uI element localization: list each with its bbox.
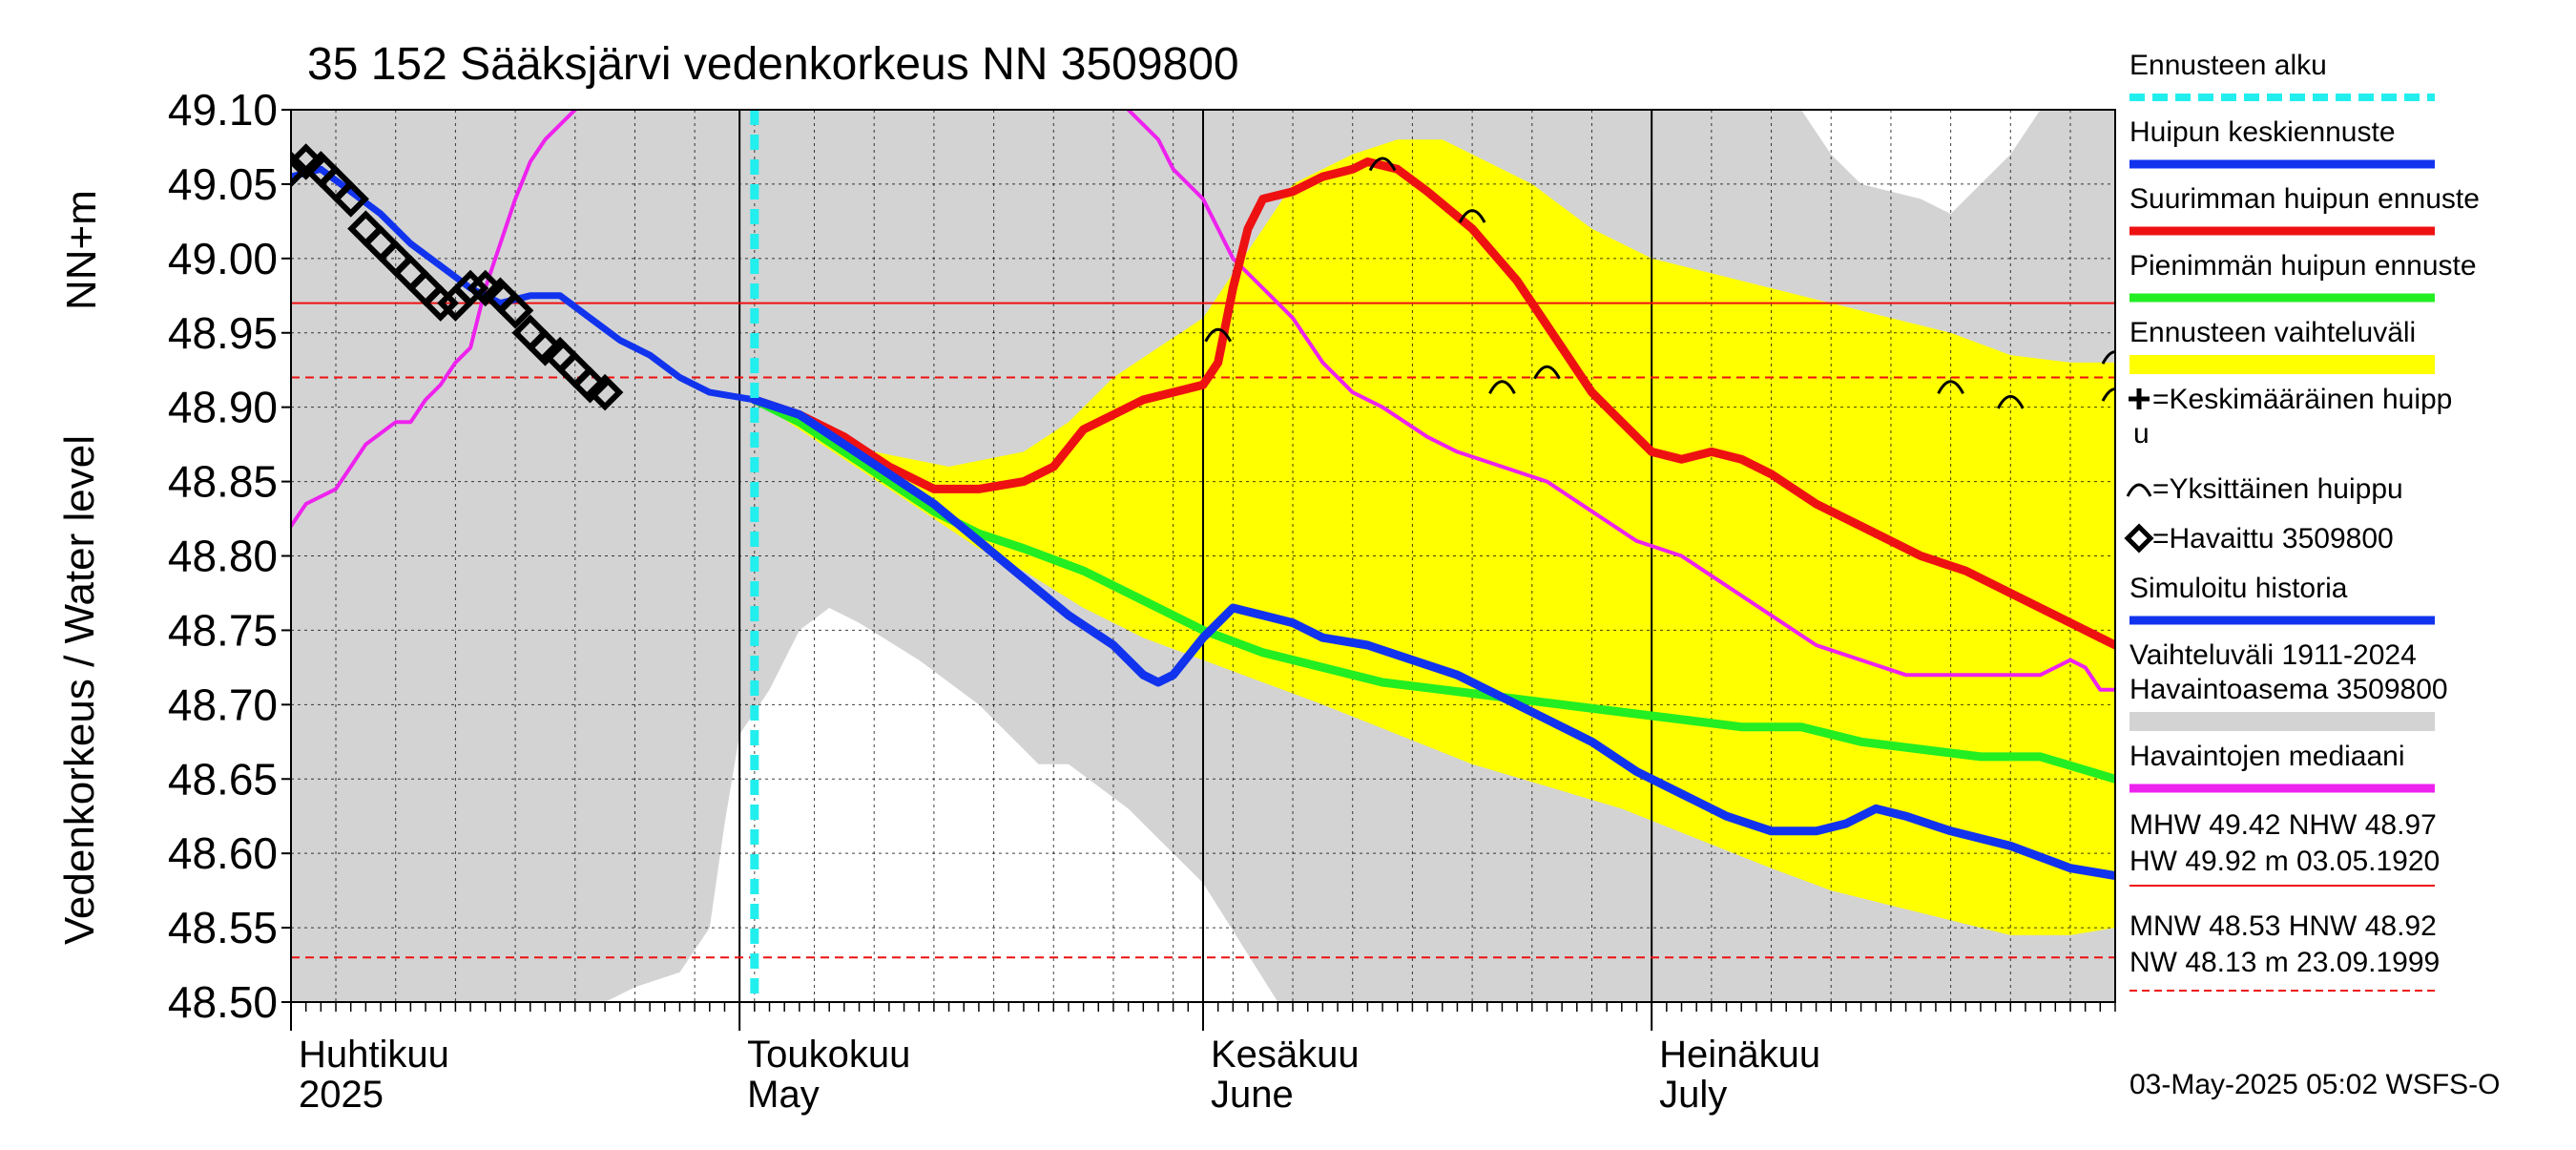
y-axis-label: Vedenkorkeus / Water level: [56, 435, 103, 945]
y-tick-label: 48.55: [168, 903, 278, 952]
y-tick-label: 48.65: [168, 754, 278, 804]
y-tick-label: 48.70: [168, 680, 278, 729]
legend-label: Havaintoasema 3509800: [2129, 674, 2448, 705]
footer-timestamp: 03-May-2025 05:02 WSFS-O: [2129, 1069, 2501, 1100]
month-label-en: 2025: [299, 1074, 384, 1116]
peak-marker: [1533, 365, 1561, 380]
stats-line-4: NW 48.13 m 23.09.1999: [2129, 947, 2440, 978]
observed-layer: [291, 143, 624, 411]
month-label-fi: Huhtikuu: [299, 1034, 449, 1076]
legend: Ennusteen alku Huipun keskiennuste Suurimm…: [2124, 50, 2480, 793]
stats-line-1: MHW 49.42 NHW 48.97: [2129, 809, 2437, 841]
y-axis-ticks: 48.50 48.55 48.60 48.65 48.70 48.75 48.80 48.85…: [168, 85, 291, 1027]
legend-label: =Havaittu 3509800: [2152, 523, 2394, 554]
legend-label: Ennusteen vaihteluväli: [2129, 317, 2416, 348]
legend-label: Vaihteluväli 1911-2024: [2129, 639, 2417, 671]
legend-arc-icon: [2126, 483, 2152, 497]
forecast-band: [754, 139, 2115, 935]
observed-point: [586, 373, 624, 411]
y-tick-label: 48.85: [168, 457, 278, 507]
legend-label: Suurimman huipun ennuste: [2129, 183, 2480, 215]
y-axis-units: NN+m: [58, 190, 105, 310]
y-tick-label: 48.95: [168, 308, 278, 358]
peak-marker: [1204, 327, 1233, 343]
legend-label: Simuloitu historia: [2129, 573, 2348, 604]
y-tick-label: 49.10: [168, 85, 278, 135]
legend-label: =Yksittäinen huippu: [2152, 473, 2403, 505]
peak-markers: [1204, 157, 2115, 409]
observed-point: [451, 269, 489, 307]
y-tick-label: 48.50: [168, 977, 278, 1027]
legend-label: =Keskimääräinen huipp: [2152, 384, 2452, 415]
observed-point: [496, 292, 534, 329]
chart-title: 35 152 Sääksjärvi vedenkorkeus NN 350980…: [307, 39, 1239, 90]
series-line-4: [750, 395, 2115, 880]
month-label-fi: Heinäkuu: [1659, 1034, 1820, 1076]
legend-swatch: [2129, 712, 2435, 731]
legend-diamond-icon: [2124, 523, 2154, 554]
series-line-0: [291, 110, 577, 529]
month-label-en: May: [747, 1074, 820, 1116]
peak-marker: [1488, 380, 1516, 395]
peak-marker: [2101, 350, 2115, 365]
legend-label: u: [2133, 418, 2150, 450]
legend-swatch: [2129, 355, 2435, 374]
y-tick-label: 49.05: [168, 159, 278, 209]
legend-label: Huipun keskiennuste: [2129, 116, 2396, 148]
y-tick-label: 48.80: [168, 532, 278, 581]
peak-marker: [1368, 157, 1397, 172]
observed-point: [422, 284, 459, 322]
y-tick-label: 48.60: [168, 828, 278, 878]
month-label-fi: Toukokuu: [747, 1034, 910, 1076]
peak-marker: [1996, 394, 2025, 409]
peak-marker: [1937, 380, 1964, 395]
month-label-en: June: [1211, 1074, 1294, 1116]
legend-label: Ennusteen alku: [2129, 50, 2327, 81]
stats-line-3: MNW 48.53 HNW 48.92: [2129, 910, 2437, 942]
series-line-3: [750, 395, 2115, 784]
series-line-1: [1126, 110, 2115, 692]
stats-line-2: HW 49.92 m 03.05.1920: [2129, 846, 2440, 877]
observed-point: [332, 180, 369, 218]
y-tick-label: 48.90: [168, 383, 278, 432]
month-label-en: July: [1659, 1074, 1727, 1116]
y-tick-label: 48.75: [168, 605, 278, 655]
month-label-fi: Kesäkuu: [1211, 1034, 1360, 1076]
peak-marker: [2101, 387, 2115, 402]
statistics: MHW 49.42 NHW 48.97 HW 49.92 m 03.05.192…: [2129, 809, 2440, 992]
grid: [291, 110, 2115, 1002]
legend-label: Pienimmän huipun ennuste: [2129, 250, 2477, 282]
series-layer: [291, 110, 2115, 880]
observed-point: [291, 151, 310, 188]
peak-marker: [1458, 209, 1486, 223]
legend-label: Havaintojen mediaani: [2129, 741, 2405, 772]
y-tick-label: 49.00: [168, 234, 278, 283]
series-line-2: [750, 157, 2115, 650]
